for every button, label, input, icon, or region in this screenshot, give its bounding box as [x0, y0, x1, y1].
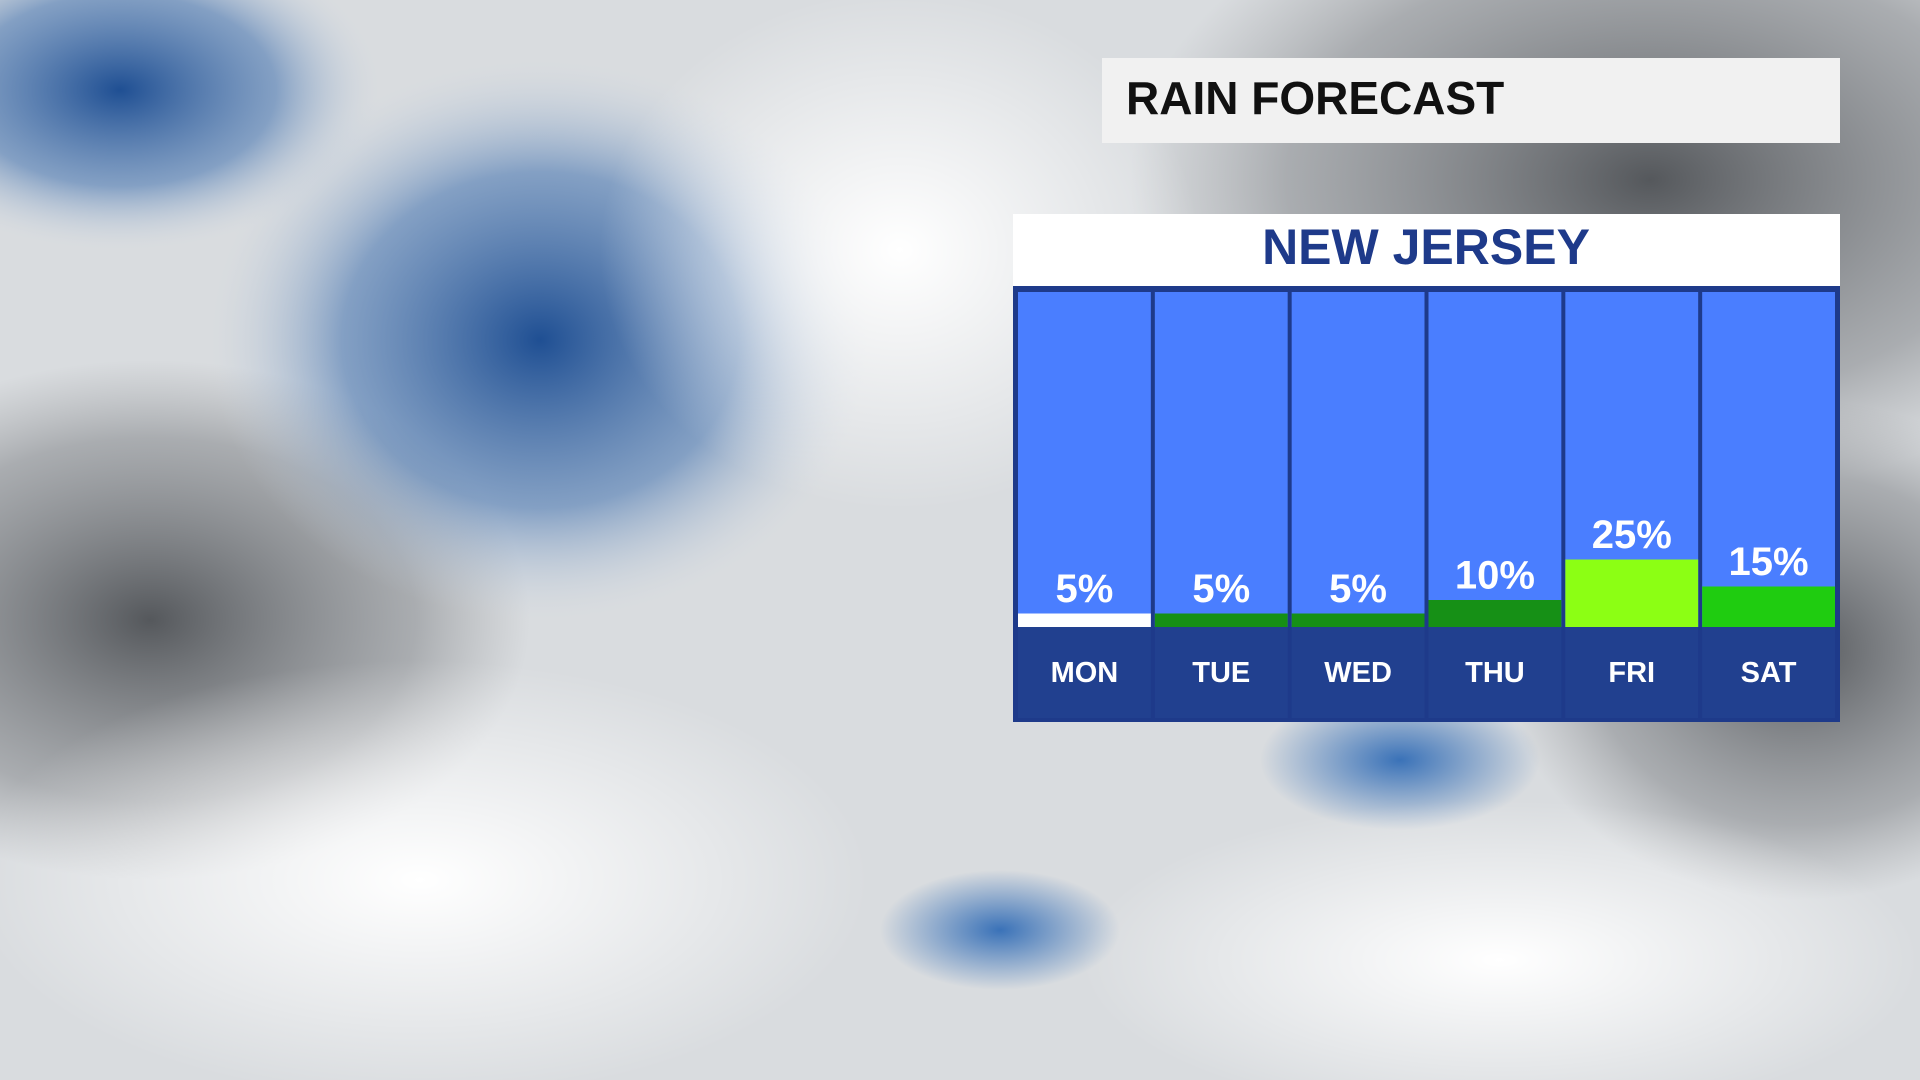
day-box [1154, 627, 1288, 718]
cloud [1080, 800, 1920, 1080]
title-box [1102, 58, 1840, 143]
bar [1565, 559, 1699, 627]
chart-title: RAIN FORECAST [1126, 72, 1504, 124]
bar [1428, 600, 1562, 627]
value-label: 25% [1592, 513, 1672, 557]
column [1018, 292, 1151, 627]
value-label: 15% [1729, 540, 1809, 584]
day-box [1428, 627, 1562, 718]
subtitle-box [1013, 214, 1840, 286]
x-tick-label: SAT [1741, 657, 1797, 689]
sky-patch [880, 870, 1120, 990]
day-box [1702, 627, 1835, 718]
bar [1702, 586, 1835, 627]
cloud [0, 660, 870, 1080]
x-tick-label: WED [1324, 657, 1392, 689]
x-tick-label: MON [1051, 657, 1119, 689]
value-label: 5% [1329, 567, 1387, 611]
day-box [1291, 627, 1425, 718]
sky-patch [0, 0, 380, 250]
value-label: 10% [1455, 554, 1535, 598]
x-tick-label: TUE [1192, 657, 1250, 689]
bar [1154, 613, 1288, 627]
column [1291, 292, 1425, 627]
column [1154, 292, 1288, 627]
bar [1291, 613, 1425, 627]
day-box [1018, 627, 1151, 718]
column [1702, 292, 1835, 627]
chart-subtitle: NEW JERSEY [1262, 219, 1590, 275]
x-tick-label: FRI [1608, 657, 1655, 689]
sky-patch [1260, 690, 1540, 830]
day-box [1565, 627, 1699, 718]
column [1428, 292, 1562, 627]
bar [1018, 613, 1151, 627]
x-tick-label: THU [1465, 657, 1525, 689]
value-label: 5% [1056, 567, 1114, 611]
value-label: 5% [1192, 567, 1250, 611]
